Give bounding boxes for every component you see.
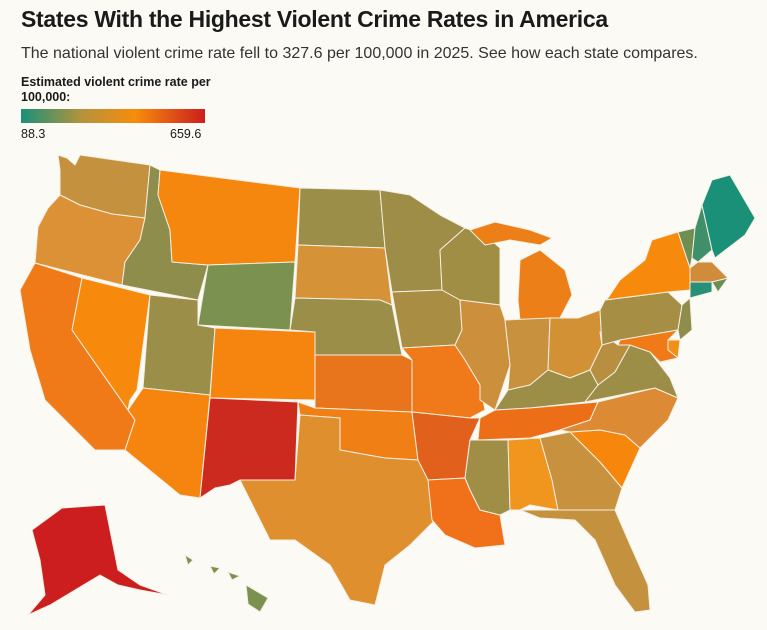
state-ks[interactable]	[314, 354, 413, 413]
state-ms[interactable]	[464, 439, 511, 516]
state-nd[interactable]	[297, 187, 386, 249]
page-subtitle: The national violent crime rate fell to …	[21, 45, 698, 62]
page-title: States With the Highest Violent Crime Ra…	[21, 6, 608, 32]
state-nj[interactable]	[677, 297, 693, 341]
legend-min-label: 88.3	[21, 127, 46, 141]
state-wi[interactable]	[439, 227, 501, 306]
state-nc[interactable]	[559, 387, 679, 449]
state-hi[interactable]	[184, 554, 269, 613]
state-ky[interactable]	[494, 369, 599, 411]
state-fl[interactable]	[519, 509, 651, 613]
state-mi[interactable]	[469, 221, 573, 321]
state-co[interactable]	[209, 327, 316, 401]
state-sd[interactable]	[294, 244, 393, 306]
state-nm[interactable]	[199, 397, 299, 499]
legend-title: Estimated violent crime rate per 100,000…	[21, 75, 211, 104]
state-ri[interactable]	[711, 277, 729, 293]
state-mt[interactable]	[157, 169, 301, 266]
state-il[interactable]	[454, 299, 511, 411]
state-az[interactable]	[124, 387, 211, 499]
legend-color-bar	[21, 109, 205, 123]
us-choropleth-map	[19, 154, 756, 616]
state-wy[interactable]	[197, 261, 296, 331]
state-tx[interactable]	[239, 414, 436, 606]
legend-max-label: 659.6	[170, 127, 202, 141]
state-ct[interactable]	[689, 281, 713, 299]
state-me[interactable]	[701, 174, 756, 259]
state-md[interactable]	[617, 329, 679, 363]
state-ny[interactable]	[604, 231, 691, 301]
state-ak[interactable]	[27, 504, 169, 616]
state-ia[interactable]	[391, 289, 463, 349]
state-nh[interactable]	[691, 204, 713, 263]
